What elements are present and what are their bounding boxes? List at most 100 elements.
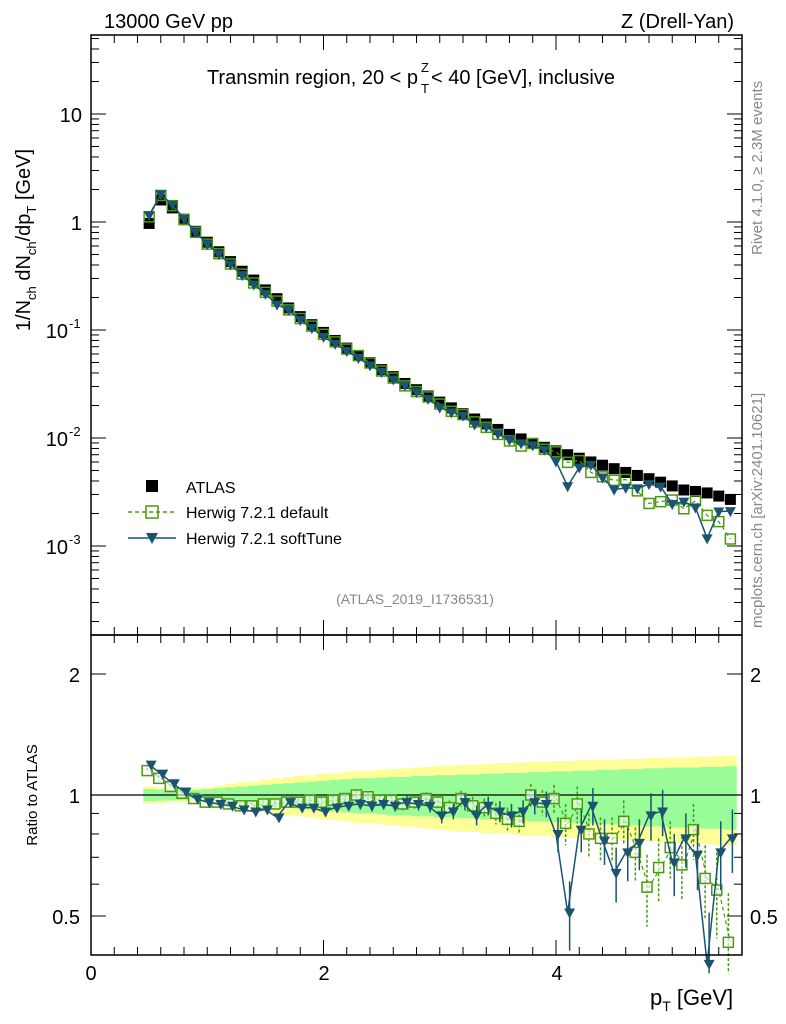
xtick-2: 2 (318, 963, 329, 985)
ratio-soft-point (331, 803, 343, 814)
ratio-default-point (362, 791, 374, 803)
ratio-soft-point (517, 807, 529, 818)
ylabel-part-6: [GeV] (13, 149, 35, 206)
ratio-soft-point (471, 811, 483, 822)
analysis-id: (ATLAS_2019_I1736531) (336, 591, 494, 607)
ratio-soft-point (157, 769, 169, 780)
default-point (643, 497, 655, 510)
ytick-1e-2: 10 (46, 429, 68, 451)
ratio-soft-point (227, 801, 238, 812)
ratio-soft-point (668, 858, 680, 869)
soft-point (701, 534, 713, 545)
soft-point (411, 388, 422, 399)
ratio-frame (90, 634, 743, 956)
ratio-tick-05: 0.5 (52, 907, 80, 929)
default-point (724, 533, 737, 545)
soft-point (190, 228, 202, 239)
ratio-soft-point (657, 807, 669, 818)
xtick-4: 4 (551, 963, 562, 985)
ratio-soft-point (424, 801, 436, 812)
legend-soft-label: Herwig 7.2.1 softTune (186, 531, 342, 548)
ratio-default-point (466, 800, 479, 812)
ytick-1: 1 (71, 213, 82, 235)
ratio-default-point (141, 764, 153, 777)
soft-point (585, 460, 597, 471)
default-point (654, 495, 667, 508)
atlas-point (631, 469, 643, 481)
ratio-default-point (699, 872, 711, 885)
soft-point (573, 463, 585, 474)
soft-point (690, 503, 701, 514)
atlas-point (143, 217, 155, 229)
ratio-soft-point (726, 834, 738, 845)
atlas-point (515, 433, 527, 445)
soft-point (562, 482, 574, 493)
soft-point (213, 250, 225, 261)
xlabel-sub: T (662, 998, 671, 1014)
ratio-band-inner (701, 766, 714, 829)
ratio-soft-point (575, 825, 587, 836)
ratio-soft-point (436, 811, 448, 822)
xlabel-p: p (650, 985, 662, 1010)
ratio-soft-point (389, 801, 401, 812)
soft-point (666, 500, 678, 511)
ratio-default-point (722, 936, 735, 949)
soft-point (434, 403, 446, 414)
soft-point (271, 300, 283, 311)
atlas-point (504, 428, 515, 440)
soft-point (294, 316, 306, 327)
ratio-soft-point (622, 848, 634, 859)
ytick-1e-3-exp: -3 (69, 532, 81, 547)
ratio-soft-point (494, 807, 506, 818)
ratio-soft-point (540, 799, 552, 810)
ratio-soft-point (692, 850, 703, 861)
ratio-soft-point (308, 803, 320, 814)
soft-point (713, 507, 725, 518)
axis-ticks (90, 35, 743, 956)
soft-point (143, 211, 155, 222)
plot-title-sup: Z (421, 60, 429, 75)
soft-point (201, 240, 213, 251)
soft-point (643, 480, 655, 491)
ratio-soft-point (529, 798, 541, 809)
soft-point (469, 420, 481, 431)
rivet-label: Rivet 4.1.0, ≥ 2.3M events (749, 81, 766, 255)
ratio-soft-point (552, 829, 564, 840)
ratio-soft-point (168, 779, 180, 790)
legend-default-marker (145, 505, 159, 519)
ytick-1e-1: 10 (46, 321, 68, 343)
ratio-default-point (548, 792, 560, 805)
ytick-10: 10 (60, 105, 82, 127)
soft-point (492, 429, 504, 440)
ratio-default-point (711, 884, 723, 896)
process-label: Z (Drell-Yan) (621, 11, 734, 33)
ratio-soft-point (273, 813, 285, 824)
soft-point (248, 280, 260, 291)
soft-point (608, 485, 620, 496)
ratio-marks (141, 760, 738, 974)
default-point (608, 474, 620, 487)
xlabel-unit: [GeV] (671, 985, 733, 1010)
atlas-point (248, 274, 260, 286)
ratio-soft-point (366, 801, 378, 812)
atlas-point (550, 445, 562, 457)
ytick-1e-3: 10 (46, 537, 68, 559)
ratio-band-inner (724, 766, 737, 830)
ratio-soft-point (203, 798, 215, 809)
plot-title-sub: T (421, 81, 429, 96)
ratio-default-point (583, 828, 595, 840)
soft-point (515, 439, 527, 450)
legend-atlas-marker (146, 480, 158, 492)
ratio-tick-05-right: 0.5 (750, 907, 778, 929)
main-marks (143, 189, 737, 545)
soft-point (538, 445, 550, 456)
atlas-point (318, 326, 329, 338)
atlas-point (724, 493, 736, 505)
ratio-soft-point (599, 836, 610, 847)
ratio-soft-point (180, 787, 192, 798)
atlas-point (713, 490, 725, 502)
atlas-point (655, 476, 667, 488)
ratio-soft-point (564, 908, 576, 919)
ratio-band-inner (666, 767, 679, 828)
